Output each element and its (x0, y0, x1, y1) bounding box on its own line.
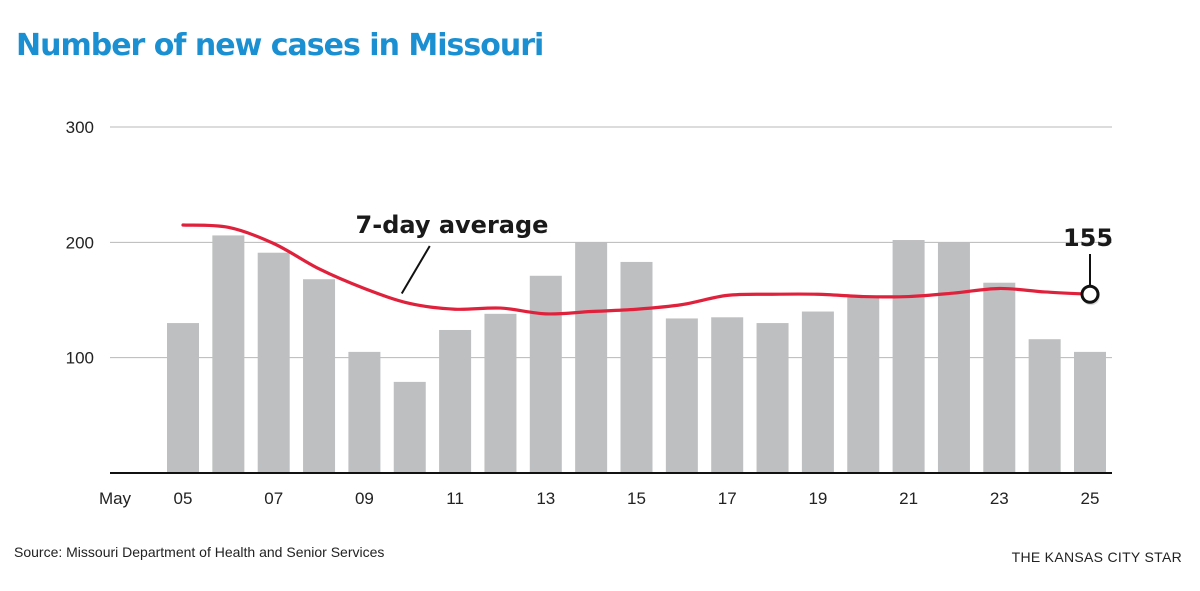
bar-23 (983, 282, 1016, 473)
bar-11 (439, 329, 472, 473)
bar-22 (937, 242, 970, 473)
bar-19 (801, 311, 834, 473)
bar-14 (575, 242, 608, 473)
y-tick-label: 200 (66, 233, 94, 252)
x-tick-label: 13 (536, 489, 555, 508)
x-tick-label: 07 (264, 489, 283, 508)
source-note: Source: Missouri Department of Health an… (14, 544, 385, 560)
bar-06 (212, 235, 245, 473)
x-tick-label: 05 (174, 489, 193, 508)
bar-20 (847, 296, 880, 473)
y-tick-label: 300 (66, 118, 94, 137)
bar-10 (393, 381, 426, 473)
average-line-label: 7-day average (356, 211, 549, 239)
x-axis-tick-labels: May 05 07 09 11 13 15 17 19 21 23 25 (99, 489, 1100, 508)
x-axis-month-label: May (99, 489, 132, 508)
y-tick-label: 100 (66, 349, 94, 368)
bar-07 (257, 252, 290, 473)
bar-15 (620, 261, 653, 473)
x-tick-label: 25 (1081, 489, 1100, 508)
average-label-leader (400, 245, 431, 294)
bar-08 (303, 279, 336, 473)
last-value-label: 155 (1063, 224, 1113, 252)
last-point-marker (1080, 284, 1100, 304)
average-line (181, 223, 1092, 316)
bar-21 (892, 240, 925, 473)
bar-16 (665, 318, 698, 473)
bar-series (167, 235, 1106, 473)
bar-17 (711, 317, 744, 473)
bar-24 (1028, 339, 1061, 473)
bar-13 (529, 275, 562, 473)
annotations: 7-day average 155 (356, 211, 1113, 306)
bar-05 (167, 323, 199, 473)
x-tick-label: 11 (446, 489, 464, 508)
bar-09 (348, 351, 381, 473)
bar-25 (1074, 351, 1106, 473)
average-line-series (181, 223, 1092, 316)
chart-title: Number of new cases in Missouri (16, 28, 544, 63)
bar-12 (484, 313, 517, 473)
bar-18 (756, 323, 789, 473)
x-tick-label: 23 (990, 489, 1009, 508)
x-tick-label: 09 (355, 489, 374, 508)
y-axis-tick-labels: 100 200 300 (66, 118, 94, 368)
x-tick-label: 15 (627, 489, 646, 508)
x-tick-label: 19 (808, 489, 827, 508)
x-tick-label: 21 (899, 489, 918, 508)
x-tick-label: 17 (718, 489, 737, 508)
publisher-credit: THE KANSAS CITY STAR (1011, 549, 1182, 565)
